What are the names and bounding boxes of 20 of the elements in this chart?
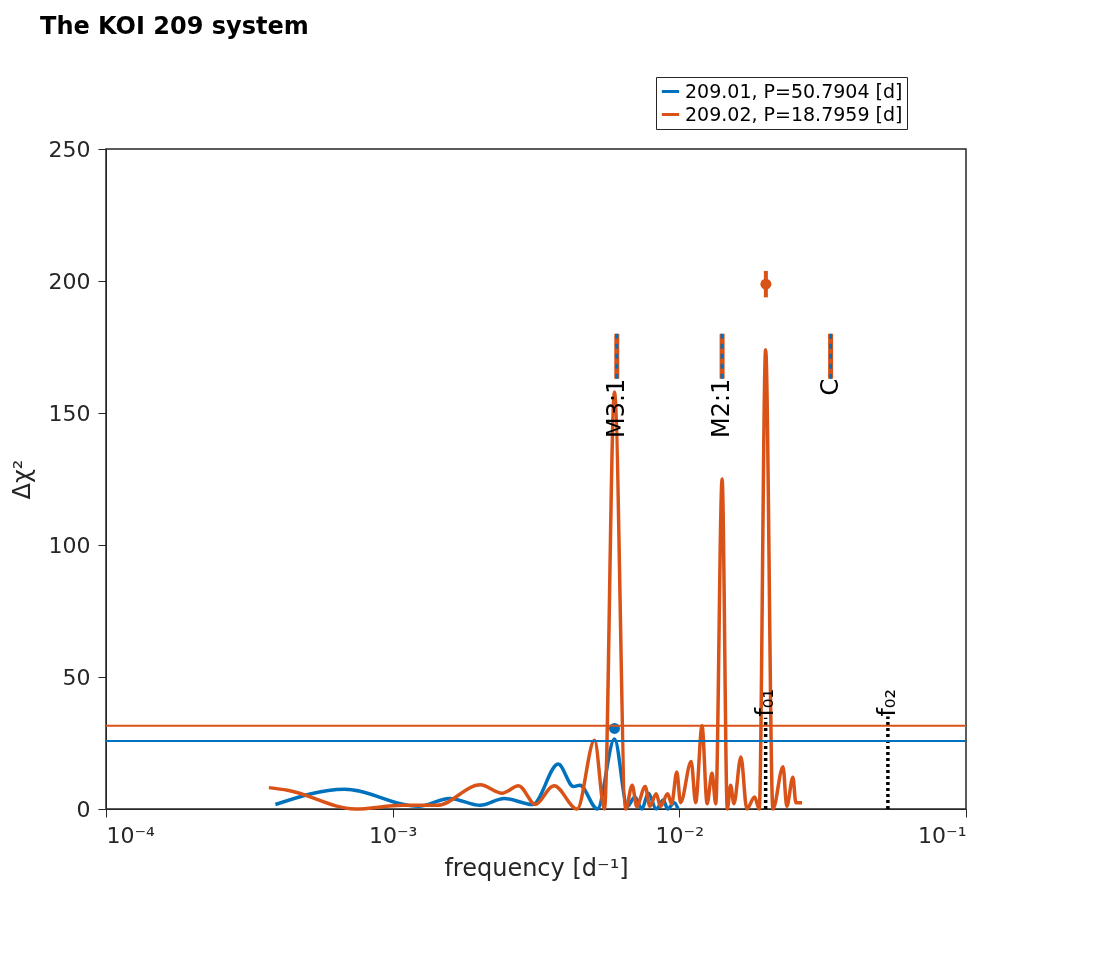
y-tick-label: 250 — [48, 136, 91, 162]
annotation: f₀₂ — [872, 688, 901, 717]
x-tick-label: 10⁻² — [655, 822, 705, 848]
chart-title: The KOI 209 system — [40, 11, 309, 40]
x-tick-label: 10⁻⁴ — [106, 822, 156, 848]
y-tick-label: 0 — [76, 796, 91, 822]
annotation: M2:1 — [707, 378, 736, 439]
x-axis-title: frequency [d⁻¹] — [444, 853, 629, 882]
x-tick-label: 10⁻³ — [368, 822, 418, 848]
legend-label: 209.01, P=50.7904 [d] — [685, 79, 903, 102]
y-tick-label: 200 — [48, 268, 91, 294]
annotation: f₀₁ — [750, 688, 779, 717]
y-tick-label: 50 — [62, 664, 91, 690]
annotation: M3:1 — [601, 378, 630, 439]
y-tick-label: 150 — [48, 400, 91, 426]
legend-label: 209.02, P=18.7959 [d] — [685, 102, 903, 125]
x-tick-label: 10⁻¹ — [918, 822, 967, 848]
annotation: C — [815, 378, 844, 396]
y-tick-label: 100 — [48, 532, 91, 558]
y-axis-title: Δχ² — [7, 459, 36, 500]
